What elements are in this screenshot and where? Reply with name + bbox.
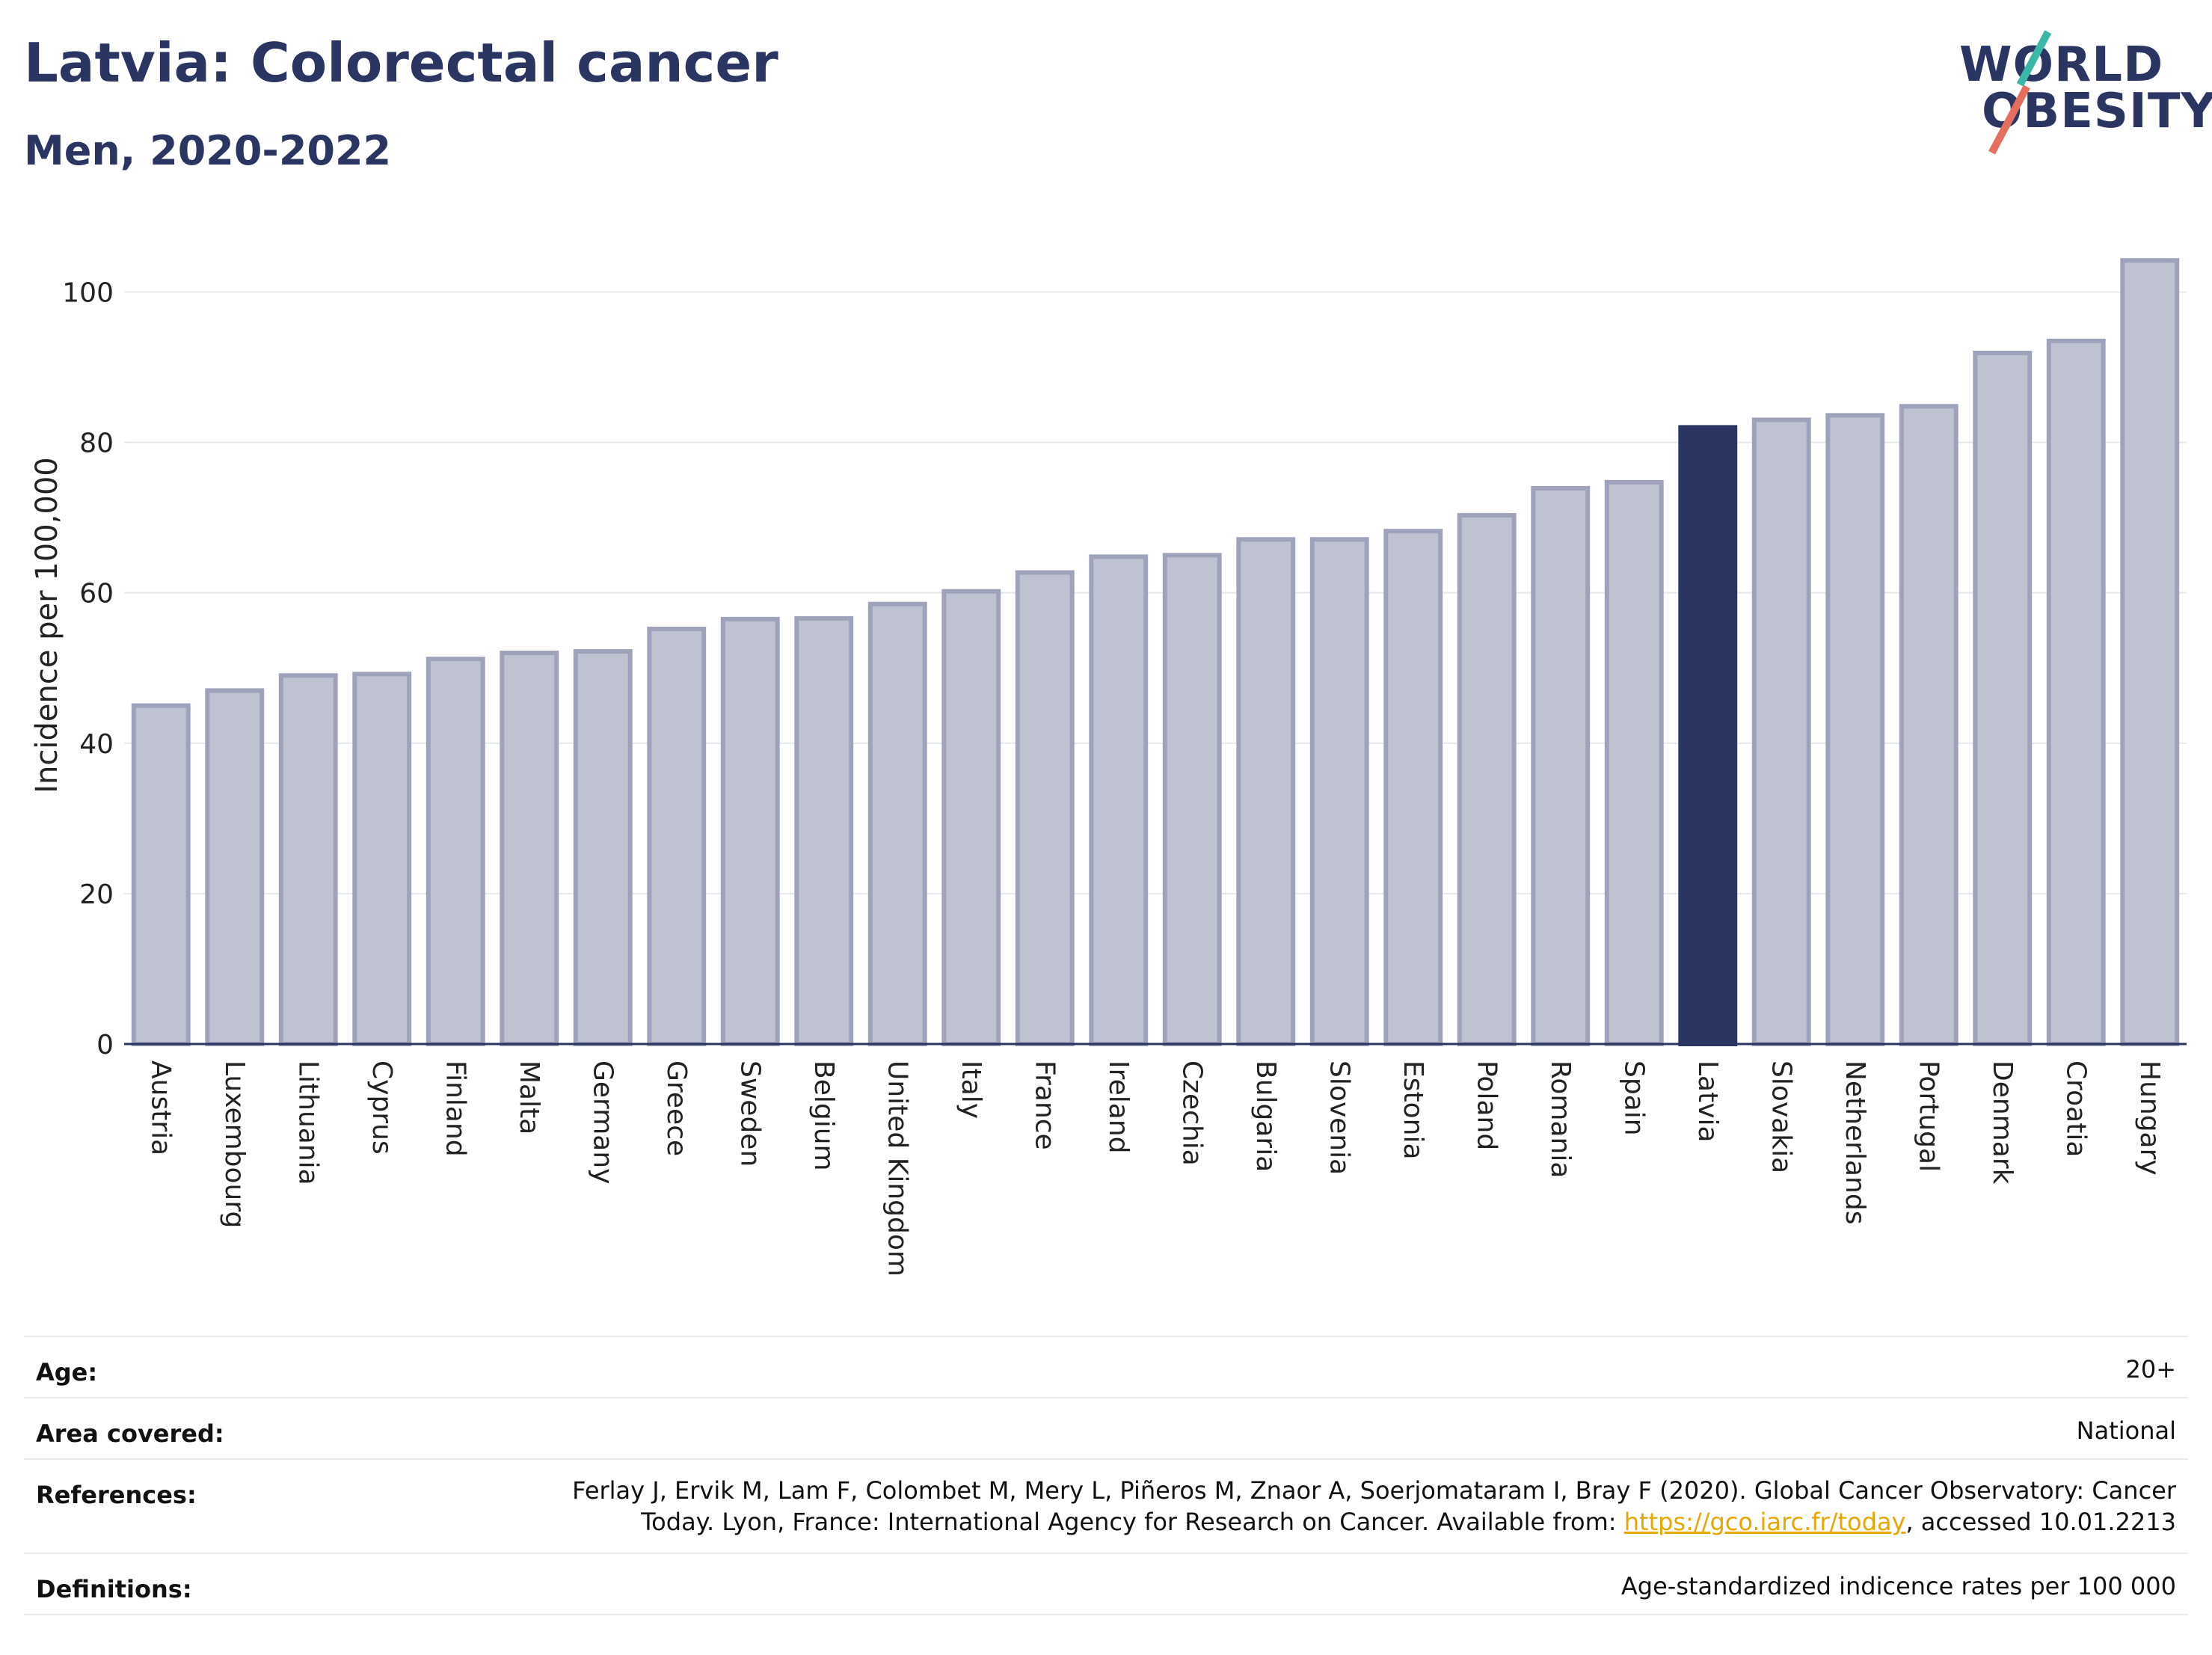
bar-hungary	[2120, 258, 2180, 1047]
bar-estonia	[1383, 529, 1443, 1046]
bar-poland	[1457, 513, 1517, 1046]
bar-sweden	[720, 616, 780, 1046]
bar-france	[1015, 570, 1075, 1046]
bar-malta	[500, 651, 559, 1046]
age-label: Age:	[36, 1358, 98, 1387]
x-tick-label: Latvia	[1692, 1060, 1723, 1143]
age-value: 20+	[2125, 1355, 2176, 1384]
bar-slovenia	[1309, 537, 1369, 1046]
x-tick-label: Cyprus	[366, 1060, 397, 1155]
references-line-2-post: , accessed 10.01.2213	[1905, 1508, 2176, 1536]
x-tick-label: Spain	[1618, 1060, 1649, 1136]
area-value: National	[2076, 1416, 2176, 1445]
meta-row-definitions: Definitions: Age-standardized indicence …	[24, 1553, 2188, 1615]
bar-czechia	[1162, 553, 1222, 1046]
x-tick-label: Romania	[1545, 1060, 1576, 1178]
y-axis-label: Incidence per 100,000	[30, 457, 64, 793]
y-tick-labels: 0 20 40 60 80 100	[62, 277, 114, 1060]
bar-denmark	[1973, 350, 2033, 1046]
x-tick-label: Austria	[145, 1060, 176, 1155]
x-tick-label: United Kingdom	[882, 1060, 912, 1277]
x-tick-label: Denmark	[1987, 1060, 2018, 1185]
x-tick-label: Poland	[1471, 1060, 1502, 1150]
bars	[131, 258, 2180, 1047]
meta-bottom-border	[24, 1614, 2188, 1615]
definitions-label: Definitions:	[36, 1575, 192, 1603]
x-tick-label: Finland	[440, 1060, 470, 1157]
x-tick-label: Ireland	[1103, 1060, 1134, 1154]
bar-luxembourg	[205, 688, 265, 1047]
meta-row-references: References: Ferlay J, Ervik M, Lam F, Co…	[24, 1458, 2188, 1554]
x-tick-label: Slovenia	[1324, 1060, 1354, 1175]
x-tick-label: Greece	[661, 1060, 692, 1156]
x-tick-label: Italy	[956, 1060, 986, 1119]
area-label: Area covered:	[36, 1419, 224, 1448]
world-obesity-logo: WORLD OBESITY	[1944, 22, 2212, 157]
y-tick-label: 20	[79, 879, 114, 910]
x-tick-labels: Austria Luxembourg Lithuania Cyprus Finland M…	[145, 1060, 2165, 1277]
y-tick-label: 60	[79, 579, 114, 610]
logo-line-1: WORLD	[1959, 37, 2164, 93]
y-tick-label: 100	[62, 277, 114, 308]
bar-greece	[647, 626, 707, 1046]
x-tick-label: Estonia	[1398, 1060, 1428, 1160]
meta-row-area: Area covered: National	[24, 1397, 2188, 1460]
bar-netherlands	[1825, 413, 1885, 1046]
bar-lithuania	[278, 673, 338, 1046]
x-tick-label: Germany	[587, 1060, 618, 1184]
bar-finland	[425, 657, 485, 1046]
x-tick-label: Lithuania	[292, 1060, 323, 1185]
x-tick-label: France	[1029, 1060, 1060, 1150]
bar-latvia	[1678, 425, 1738, 1046]
x-tick-label: Czechia	[1176, 1060, 1207, 1166]
x-tick-label: Bulgaria	[1250, 1060, 1281, 1172]
bar-italy	[941, 589, 1001, 1046]
bar-ireland	[1089, 554, 1149, 1046]
bar-cyprus	[352, 672, 412, 1046]
bar-croatia	[2046, 338, 2106, 1046]
metadata-table: Age: 20+ Area covered: National Referenc…	[24, 1336, 2188, 1620]
x-tick-label: Luxembourg	[219, 1060, 250, 1228]
references-line-2-pre: Today. Lyon, France: International Agenc…	[641, 1508, 1624, 1536]
bar-portugal	[1899, 404, 1958, 1046]
y-tick-label: 40	[79, 729, 114, 760]
y-tick-label: 80	[79, 429, 114, 459]
x-tick-label: Croatia	[2060, 1060, 2091, 1157]
x-tick-label: Slovakia	[1766, 1060, 1796, 1173]
x-tick-label: Netherlands	[1840, 1060, 1870, 1224]
x-tick-label: Sweden	[734, 1060, 765, 1167]
bar-chart: 0 20 40 60 80 100 Austria Luxembourg Lithuania C…	[30, 258, 2187, 1277]
bar-romania	[1531, 485, 1591, 1046]
bar-germany	[573, 649, 633, 1046]
y-tick-label: 0	[96, 1030, 114, 1060]
references-value: Ferlay J, Ervik M, Lam F, Colombet M, Me…	[572, 1475, 2176, 1538]
definitions-value: Age-standardized indicence rates per 100…	[1620, 1572, 2176, 1600]
references-link[interactable]: https://gco.iarc.fr/today	[1623, 1508, 1906, 1536]
x-tick-label: Portugal	[1913, 1060, 1944, 1172]
page-title: Latvia: Colorectal cancer	[24, 31, 778, 94]
bar-united-kingdom	[867, 601, 927, 1046]
bar-bulgaria	[1236, 537, 1296, 1046]
bar-austria	[131, 703, 191, 1046]
meta-row-age: Age: 20+	[24, 1336, 2188, 1398]
x-tick-label: Belgium	[808, 1060, 839, 1171]
page-subtitle: Men, 2020-2022	[24, 127, 392, 174]
references-line-1: Ferlay J, Ervik M, Lam F, Colombet M, Me…	[572, 1476, 2176, 1505]
x-tick-label: Malta	[514, 1060, 544, 1134]
x-tick-label: Hungary	[2134, 1060, 2165, 1176]
bar-belgium	[794, 615, 854, 1046]
bar-slovakia	[1751, 417, 1811, 1046]
references-label: References:	[36, 1481, 197, 1509]
bar-spain	[1604, 479, 1664, 1046]
